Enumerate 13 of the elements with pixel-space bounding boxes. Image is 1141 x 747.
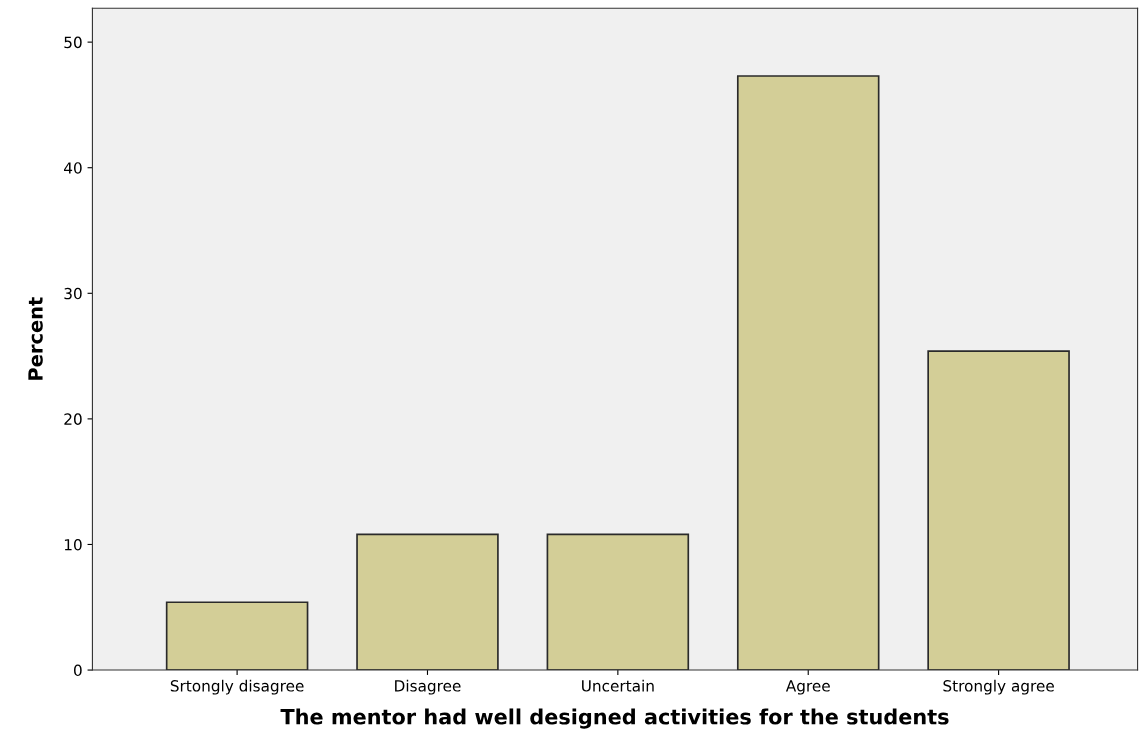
y-axis-title: Percent [28, 297, 43, 380]
y-tick-label: 0 [73, 664, 82, 677]
x-tick-label: Srtongly disagree [170, 679, 304, 695]
y-tick-label: 40 [64, 162, 82, 174]
y-tick-label: 20 [64, 413, 82, 425]
x-tick-label: Agree [785, 680, 830, 695]
x-tick-label: Strongly agree [943, 679, 1054, 695]
y-tick-label: 50 [64, 36, 82, 49]
y-tick-label: 10 [64, 538, 82, 551]
x-tick-label: Uncertain [582, 679, 654, 692]
x-axis-title: The mentor had well designed activities for the students [280, 708, 949, 729]
x-tick-label: Disagree [395, 679, 461, 695]
y-tick-label: 30 [64, 287, 82, 300]
